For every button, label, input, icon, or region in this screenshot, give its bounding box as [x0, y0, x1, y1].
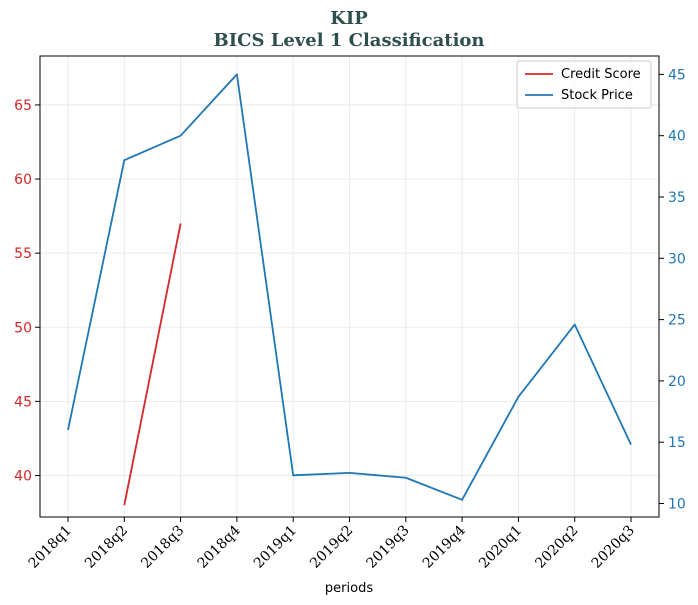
- x-tick-label: 2019q2: [307, 523, 356, 572]
- y-right-tick-label: 15: [668, 435, 686, 451]
- x-tick-label: 2018q1: [26, 523, 75, 572]
- y-right-tick-label: 20: [668, 374, 686, 390]
- y-left-tick-label: 50: [14, 320, 32, 336]
- x-tick-label: 2018q2: [82, 523, 131, 572]
- y-left-tick-label: 40: [14, 468, 32, 484]
- chart-subtitle: BICS Level 1 Classification: [213, 30, 484, 51]
- x-tick-label: 2019q3: [363, 523, 412, 572]
- ticks: 2018q1 2018q2 2018q3 2018q4 2019q1 2019q2 2019…: [14, 67, 686, 571]
- series-line-stock-price: [67, 73, 632, 501]
- x-tick-label: 2018q3: [138, 523, 187, 572]
- y-right-tick-label: 10: [668, 497, 686, 513]
- y-right-tick-label: 35: [668, 190, 686, 206]
- y-left-tick-label: 45: [14, 394, 32, 410]
- x-tick-label: 2019q1: [251, 523, 300, 572]
- grid: [40, 56, 659, 517]
- y-left-tick-label: 65: [14, 98, 32, 114]
- x-tick-label: 2020q2: [532, 523, 581, 572]
- series-line-credit-score: [123, 223, 182, 506]
- x-tick-label: 2018q4: [195, 522, 244, 571]
- x-tick-label: 2020q1: [476, 523, 525, 572]
- x-axis-label: periods: [325, 581, 373, 596]
- chart-title: KIP: [330, 8, 368, 29]
- y-right-tick-label: 30: [668, 251, 686, 267]
- series-layer: [67, 73, 632, 506]
- legend: Credit Score Stock Price: [516, 60, 652, 109]
- y-left-tick-label: 60: [14, 172, 32, 188]
- legend-box: [516, 60, 652, 109]
- y-right-tick-label: 25: [668, 313, 686, 329]
- y-right-tick-label: 40: [668, 129, 686, 145]
- legend-label-stock-price: Stock Price: [561, 88, 633, 103]
- x-tick-label: 2019q4: [420, 522, 469, 571]
- y-left-tick-label: 55: [14, 246, 32, 262]
- x-tick-label: 2020q3: [589, 523, 638, 572]
- y-right-tick-label: 45: [668, 67, 686, 83]
- legend-label-credit-score: Credit Score: [561, 67, 641, 82]
